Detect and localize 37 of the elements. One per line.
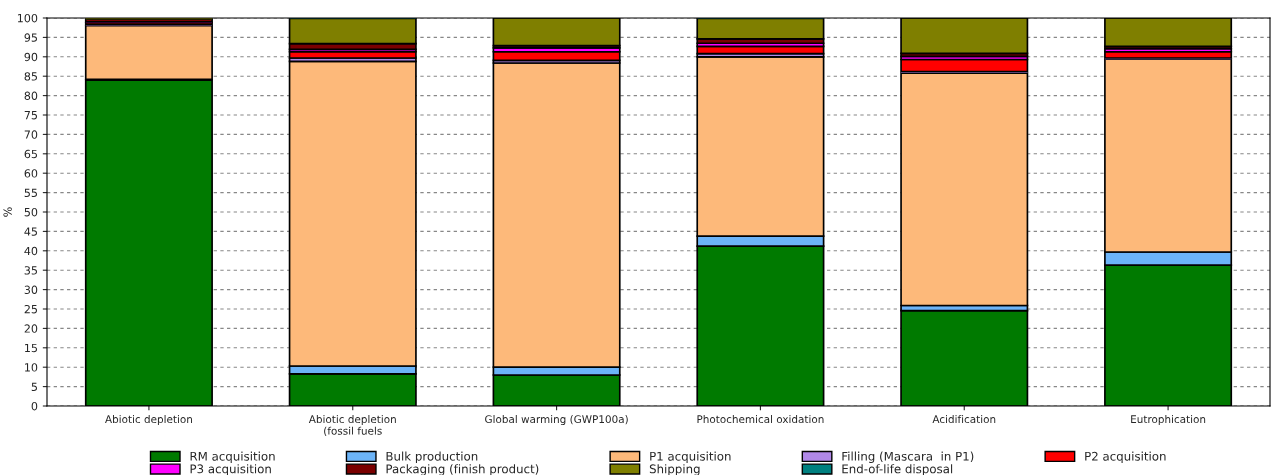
y-tick-label: 5 bbox=[31, 382, 37, 391]
x-tick-label: Eutrophication bbox=[1131, 415, 1206, 426]
y-tick-label: 35 bbox=[24, 266, 37, 275]
y-tick-label: 90 bbox=[24, 52, 38, 62]
y-tick-label: 15 bbox=[25, 343, 37, 353]
legend-label: P3 acquisition bbox=[190, 464, 271, 475]
y-tick-label: 55 bbox=[24, 188, 37, 197]
y-tick-label: 95 bbox=[24, 33, 37, 42]
legend-label: End-of-life disposal bbox=[842, 464, 953, 475]
legend-label: Shipping bbox=[649, 464, 700, 475]
legend-label: P2 acquisition bbox=[1085, 451, 1166, 463]
x-tick-label: Global warming (GWP100a) bbox=[485, 415, 628, 426]
legend-label: P1 acquisition bbox=[650, 451, 731, 463]
x-tick-label: Acidification bbox=[932, 415, 996, 424]
x-tick-label: Abiotic depletion (fossil fuels bbox=[308, 415, 396, 436]
y-tick-label: 30 bbox=[24, 285, 38, 294]
y-axis-title: % bbox=[3, 207, 12, 217]
y-tick-label: 70 bbox=[24, 130, 38, 139]
legend-label: Bulk production bbox=[386, 451, 478, 463]
y-tick-label: 60 bbox=[24, 169, 38, 178]
x-tick-label: Abiotic depletion bbox=[105, 415, 192, 426]
y-tick-label: 65 bbox=[24, 149, 37, 159]
y-tick-label: 75 bbox=[24, 111, 37, 120]
legend-label: Packaging (finish product) bbox=[386, 464, 539, 475]
y-tick-label: 10 bbox=[25, 363, 38, 372]
y-tick-label: 85 bbox=[24, 72, 37, 81]
y-tick-label: 100 bbox=[17, 13, 38, 23]
y-tick-label: 20 bbox=[24, 324, 38, 333]
y-tick-label: 80 bbox=[24, 91, 38, 100]
legend-label: RM acquisition bbox=[190, 451, 275, 463]
y-tick-label: 50 bbox=[24, 207, 38, 217]
y-tick-label: 45 bbox=[24, 227, 37, 236]
x-tick-label: Photochemical oxidation bbox=[697, 415, 824, 424]
y-tick-label: 0 bbox=[31, 401, 38, 411]
y-tick-label: 25 bbox=[24, 304, 37, 314]
y-tick-label: 40 bbox=[24, 246, 38, 256]
legend-label: Filling (Mascara in P1) bbox=[842, 451, 974, 463]
